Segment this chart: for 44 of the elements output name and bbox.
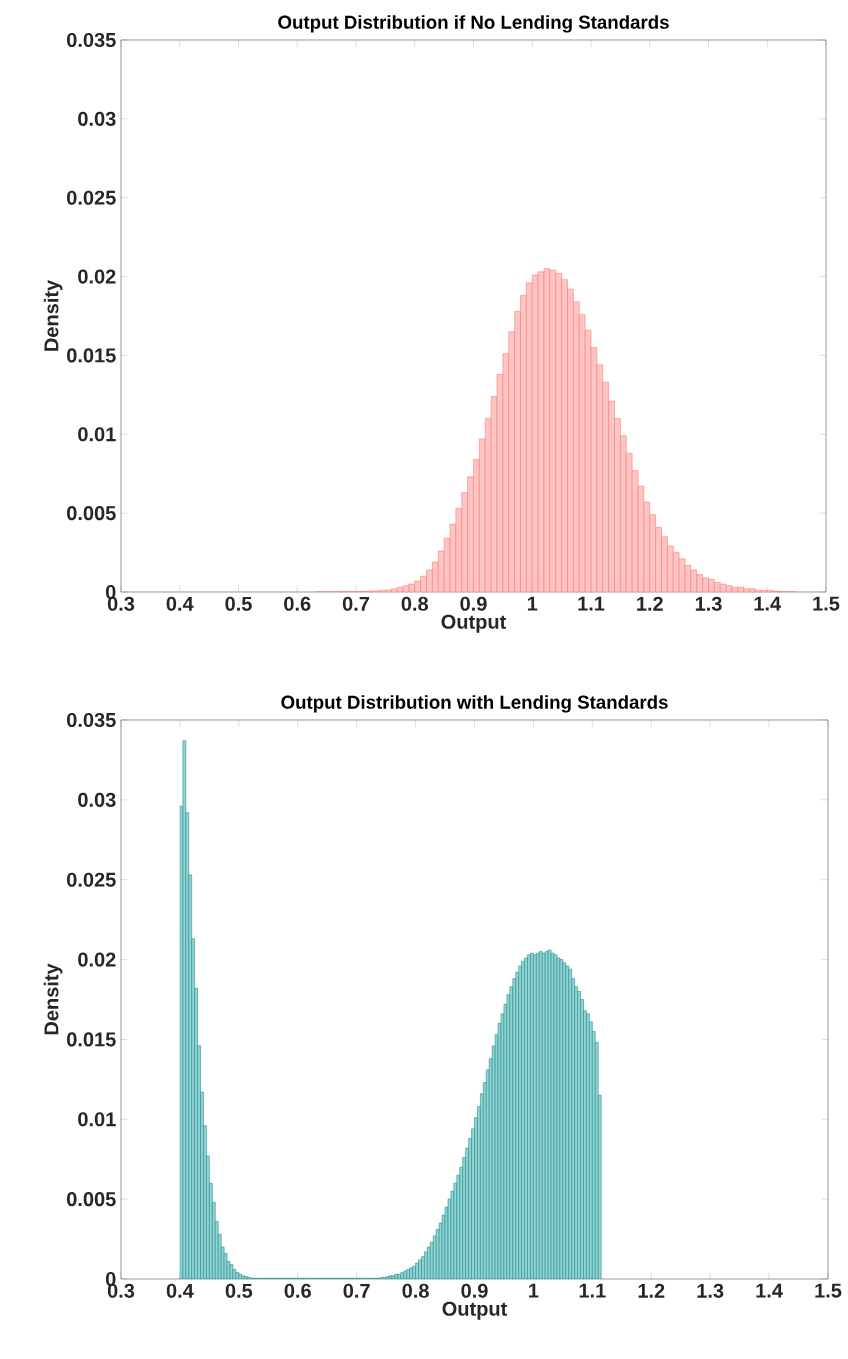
x-tick-label: 0.4: [166, 1283, 194, 1298]
x-tick-label: 0.7: [343, 1283, 370, 1298]
x-tick-label: 1.2: [638, 1283, 665, 1298]
y-tick-label: 0.025: [67, 872, 116, 887]
y-tick-label: 0.015: [67, 1032, 116, 1047]
chart-title: Output Distribution with Lending Standards: [281, 695, 668, 713]
y-tick-label: 0.005: [67, 1192, 116, 1207]
x-tick-label: 1.4: [756, 1283, 783, 1298]
y-tick-label: 0.01: [78, 427, 116, 442]
y-tick-label: 0.015: [67, 348, 116, 363]
x-tick-label: 0.8: [401, 596, 429, 611]
x-tick-label: 1.4: [754, 596, 782, 611]
x-tick-label: 1.2: [637, 596, 663, 611]
x-axis-title: Output: [441, 614, 507, 633]
y-axis-title: Density: [43, 963, 63, 1035]
y-tick-label: 0.03: [78, 111, 116, 126]
x-tick-label: 1: [527, 596, 538, 611]
x-tick-label: 1.5: [815, 1283, 842, 1298]
x-axis-title: Output: [442, 1301, 508, 1320]
x-tick-label: 1.5: [813, 596, 840, 611]
x-tick-label: 0.8: [402, 1283, 429, 1298]
x-tick-label: 0.9: [461, 1283, 488, 1298]
x-tick-label: 1.1: [579, 1283, 606, 1298]
x-tick-label: 0.6: [284, 596, 311, 611]
x-tick-label: 0.7: [342, 596, 370, 611]
x-tick-label: 1: [529, 1283, 539, 1298]
y-tick-label: 0.025: [67, 190, 116, 205]
y-tick-label: 0.035: [67, 712, 116, 728]
y-tick-label: 0.03: [78, 792, 116, 807]
x-tick-label: 0.5: [225, 1283, 253, 1298]
y-tick-label: 0.005: [67, 506, 116, 521]
x-tick-label: 0.9: [460, 596, 487, 611]
x-tick-label: 0.6: [284, 1283, 311, 1298]
chart-title: Output Distribution if No Lending Standards: [278, 15, 669, 33]
y-tick-label: 0.02: [78, 952, 116, 967]
y-tick-label: 0.035: [67, 32, 116, 48]
y-tick-label: 0.02: [78, 269, 116, 284]
x-tick-label: 0.5: [225, 596, 252, 611]
x-tick-label: 1.1: [578, 596, 605, 611]
y-axis-title: Density: [43, 279, 63, 351]
x-tick-label: 1.3: [695, 596, 722, 611]
y-tick-label: 0.01: [78, 1112, 116, 1127]
x-tick-label: 0.4: [166, 596, 194, 611]
x-tick-label: 1.3: [697, 1283, 724, 1298]
